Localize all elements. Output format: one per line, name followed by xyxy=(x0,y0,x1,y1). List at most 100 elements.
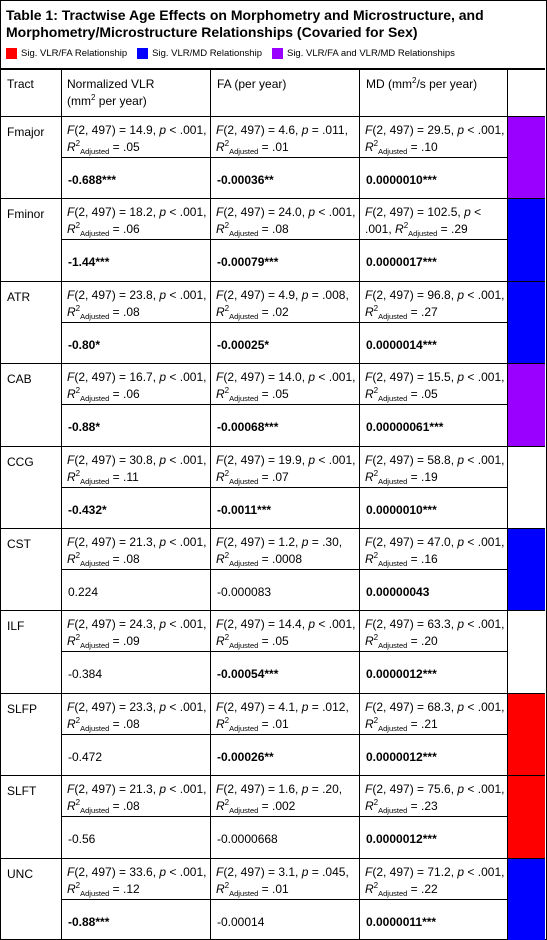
stat-text: F(2, 497) = 71.2, p < .001, R2Adjusted =… xyxy=(365,864,505,898)
cell-subdivider xyxy=(61,404,508,405)
stat-text: F(2, 497) = 21.3, p < .001, R2Adjusted =… xyxy=(67,535,207,568)
relationship-color-box xyxy=(508,446,545,528)
row-divider xyxy=(0,363,545,364)
header-fa: FA (per year) xyxy=(217,77,287,91)
row-divider xyxy=(0,858,545,859)
effect-value: 0.224 xyxy=(68,585,99,599)
cell-subdivider xyxy=(61,239,508,240)
legend-label: Sig. VLR/MD Relationship xyxy=(152,47,262,59)
tract-name: Fminor xyxy=(7,207,45,222)
stat-text: F(2, 497) = 16.7, p < .001, R2Adjusted =… xyxy=(67,370,207,404)
legend-swatch-red xyxy=(6,47,17,59)
stat-text: F(2, 497) = 15.5, p < .001, R2Adjusted =… xyxy=(365,370,505,404)
legend-item-md: Sig. VLR/MD Relationship xyxy=(137,47,262,59)
effect-value: -0.00026** xyxy=(217,749,274,764)
effect-value: 0.00000061*** xyxy=(366,420,444,435)
stat-text: F(2, 497) = 30.8, p < .001, R2Adjusted =… xyxy=(67,452,207,486)
cell-subdivider xyxy=(61,157,508,158)
stat-text: F(2, 497) = 58.8, p < .001, R2Adjusted =… xyxy=(365,452,505,486)
tract-name: SLFP xyxy=(7,701,38,716)
effect-value: -0.432* xyxy=(68,502,107,517)
relationship-color-box xyxy=(508,529,545,611)
header-tract: Tract xyxy=(7,77,34,91)
effect-value: 0.0000014*** xyxy=(366,337,437,352)
stat-text: F(2, 497) = 68.3, p < .001, R2Adjusted =… xyxy=(365,699,505,733)
stat-text: F(2, 497) = 18.2, p < .001, R2Adjusted =… xyxy=(67,205,207,239)
effect-value: -0.00054*** xyxy=(217,667,279,682)
legend-swatch-blue xyxy=(137,47,149,59)
cell-subdivider xyxy=(61,899,508,900)
tract-name: UNC xyxy=(7,866,33,881)
row-divider xyxy=(0,528,545,529)
stat-text: F(2, 497) = 1.2, p = .30, R2Adjusted = .… xyxy=(216,535,343,568)
stat-text: F(2, 497) = 1.6, p = .20, R2Adjusted = .… xyxy=(216,782,343,816)
column-divider xyxy=(61,69,62,940)
cell-subdivider xyxy=(61,569,508,570)
stat-text: F(2, 497) = 14.4, p < .001, R2Adjusted =… xyxy=(216,617,356,651)
legend-label: Sig. VLR/FA Relationship xyxy=(21,47,128,59)
legend-item-fa: Sig. VLR/FA Relationship xyxy=(6,47,128,59)
row-divider xyxy=(0,693,545,694)
effect-value: -0.00068*** xyxy=(217,420,279,435)
relationship-color-box xyxy=(508,858,545,940)
effect-value: -0.384 xyxy=(68,667,103,682)
relationship-color-box xyxy=(508,776,545,858)
stat-text: F(2, 497) = 63.3, p < .001, R2Adjusted =… xyxy=(365,617,505,651)
cell-subdivider xyxy=(61,816,508,817)
effect-value: 0.0000010*** xyxy=(366,173,437,187)
effect-value: 0.0000012*** xyxy=(366,832,437,847)
row-divider xyxy=(0,116,545,117)
effect-value: -1.44*** xyxy=(68,255,110,270)
legend: Sig. VLR/FA Relationship Sig. VLR/MD Rel… xyxy=(6,46,465,60)
row-divider xyxy=(0,198,545,199)
stat-text: F(2, 497) = 23.8, p < .001, R2Adjusted =… xyxy=(67,287,207,321)
effect-value: 0.0000012*** xyxy=(366,667,437,682)
stat-text: F(2, 497) = 14.0, p < .001, R2Adjusted =… xyxy=(216,370,356,404)
stat-text: F(2, 497) = 24.0, p < .001, R2Adjusted =… xyxy=(216,205,356,239)
tract-name: SLFT xyxy=(7,784,37,799)
stat-text: F(2, 497) = 3.1, p = .045, R2Adjusted = … xyxy=(216,864,349,898)
stat-text: F(2, 497) = 4.9, p = .008, R2Adjusted = … xyxy=(216,287,349,321)
effect-value: -0.472 xyxy=(68,749,103,764)
tract-name: Fmajor xyxy=(7,125,45,139)
relationship-color-box xyxy=(508,199,545,281)
stat-text: F(2, 497) = 24.3, p < .001, R2Adjusted =… xyxy=(67,617,207,651)
table-caption: Table 1: Tractwise Age Effects on Morpho… xyxy=(0,0,545,69)
table-title: Table 1: Tractwise Age Effects on Morpho… xyxy=(6,7,484,40)
tract-name: ATR xyxy=(7,289,31,304)
stat-text: F(2, 497) = 19.9, p < .001, R2Adjusted =… xyxy=(216,452,356,486)
column-divider xyxy=(210,69,211,940)
stat-text: F(2, 497) = 4.6, p = .011, R2Adjusted = … xyxy=(216,123,348,156)
legend-swatch-purple xyxy=(271,47,283,59)
effect-value: -0.00025* xyxy=(217,337,270,352)
stat-text: F(2, 497) = 102.5, p < .001, R2Adjusted … xyxy=(365,205,482,239)
row-divider xyxy=(0,446,545,447)
tract-name: ILF xyxy=(7,619,25,634)
stat-text: F(2, 497) = 29.5, p < .001, R2Adjusted =… xyxy=(365,123,505,156)
cell-subdivider xyxy=(61,734,508,735)
legend-label: Sig. VLR/FA and VLR/MD Relationships xyxy=(286,47,455,59)
header-md: MD (mm2/s per year) xyxy=(366,76,478,92)
cell-subdivider xyxy=(61,651,508,652)
legend-item-both: Sig. VLR/FA and VLR/MD Relationships xyxy=(271,47,455,59)
effect-value: 0.0000012*** xyxy=(366,749,437,764)
effect-value: 0.0000017*** xyxy=(366,255,437,270)
stat-text: F(2, 497) = 75.6, p < .001, R2Adjusted =… xyxy=(365,782,505,816)
effect-value: -0.88*** xyxy=(68,914,110,929)
header-vlr: Normalized VLR (mm2 per year) xyxy=(67,77,155,108)
effect-value: 0.0000010*** xyxy=(366,502,437,517)
column-divider xyxy=(359,69,360,940)
effect-value: 0.0000011*** xyxy=(366,914,437,929)
cell-subdivider xyxy=(61,322,508,323)
cell-subdivider xyxy=(61,487,508,488)
relationship-color-box xyxy=(508,117,545,199)
relationship-color-box xyxy=(508,611,545,693)
effect-value: -0.000083 xyxy=(217,585,272,599)
effect-value: -0.00036** xyxy=(217,173,274,187)
stat-text: F(2, 497) = 96.8, p < .001, R2Adjusted =… xyxy=(365,287,505,321)
tract-name: CAB xyxy=(7,372,32,387)
relationship-color-box xyxy=(508,281,545,364)
row-divider xyxy=(0,610,545,611)
effect-value: -0.0011*** xyxy=(217,502,272,517)
stat-text: F(2, 497) = 21.3, p < .001, R2Adjusted =… xyxy=(67,782,207,816)
